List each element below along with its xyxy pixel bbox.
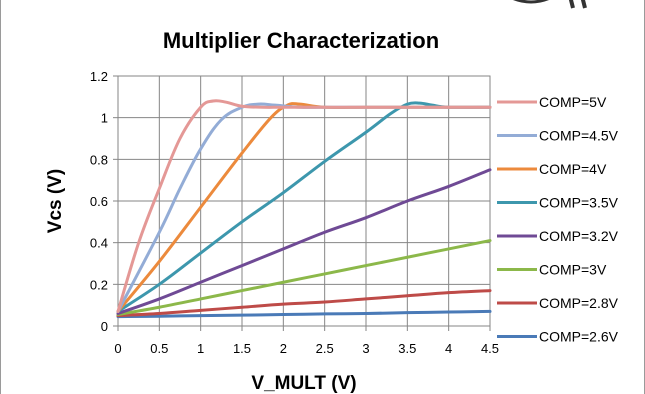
y-tick-label: 0.6	[90, 194, 108, 209]
legend-item-comp-2-8v: COMP=2.8V	[497, 295, 619, 311]
x-tick-label: 2.5	[316, 341, 334, 356]
legend-item-comp-3-5v: COMP=3.5V	[497, 195, 619, 211]
legend-label: COMP=2.8V	[539, 295, 619, 311]
series-line-comp-2-6v	[116, 309, 492, 319]
x-tick-label: 3	[362, 341, 369, 356]
chart-title: Multiplier Characterization	[163, 28, 439, 53]
x-axis-title: V_MULT (V)	[251, 373, 356, 394]
x-tick-label: 3.5	[398, 341, 416, 356]
y-tick-label: 0.8	[90, 152, 108, 167]
legend-item-comp-5v: COMP=5V	[497, 94, 607, 110]
legend-label: COMP=4.5V	[539, 128, 619, 144]
x-tick-label: 1.5	[233, 341, 251, 356]
y-tick-label: 0	[101, 319, 108, 334]
legend-item-comp-3v: COMP=3V	[497, 262, 607, 278]
series-lines	[116, 99, 492, 319]
legend: COMP=5V COMP=4.5V COMP=4V COMP=3.5V COMP=3.2…	[497, 94, 619, 345]
legend-label: COMP=2.6V	[539, 329, 619, 345]
series-line-comp-3-5v	[116, 101, 492, 313]
series-line-comp-3-2v	[116, 168, 492, 315]
x-axis-ticks: 0 0.5 1 1.5 2 2.5 3 3.5 4 4.5	[114, 341, 499, 356]
y-axis-ticks: 0 0.2 0.4 0.6 0.8 1 1.2	[90, 69, 108, 334]
legend-label: COMP=3V	[539, 262, 607, 278]
legend-label: COMP=3.2V	[539, 228, 619, 244]
y-tick-label: 0.2	[90, 277, 108, 292]
series-line-comp-3v	[116, 239, 492, 317]
legend-item-comp-3-2v: COMP=3.2V	[497, 228, 619, 244]
y-tick-label: 1	[101, 111, 108, 126]
x-tick-label: 0.5	[150, 341, 168, 356]
x-tick-label: 1	[197, 341, 204, 356]
grid	[113, 75, 491, 331]
legend-item-comp-4-5v: COMP=4.5V	[497, 128, 619, 144]
y-axis-title: Vcs (V)	[45, 169, 66, 233]
legend-label: COMP=3.5V	[539, 195, 619, 211]
series-line-comp-5v	[116, 99, 492, 313]
legend-label: COMP=5V	[539, 94, 607, 110]
x-tick-label: 2	[280, 341, 287, 356]
x-tick-label: 4	[445, 341, 452, 356]
y-tick-label: 1.2	[90, 69, 108, 84]
legend-label: COMP=4V	[539, 161, 607, 177]
x-tick-label: 0	[114, 341, 121, 356]
series-line-comp-2-8v	[116, 289, 492, 318]
x-tick-label: 4.5	[481, 341, 499, 356]
legend-item-comp-4v: COMP=4V	[497, 161, 607, 177]
legend-item-comp-2-6v: COMP=2.6V	[497, 329, 619, 345]
cropped-header-fragment	[513, 0, 587, 9]
y-tick-label: 0.4	[90, 236, 108, 251]
